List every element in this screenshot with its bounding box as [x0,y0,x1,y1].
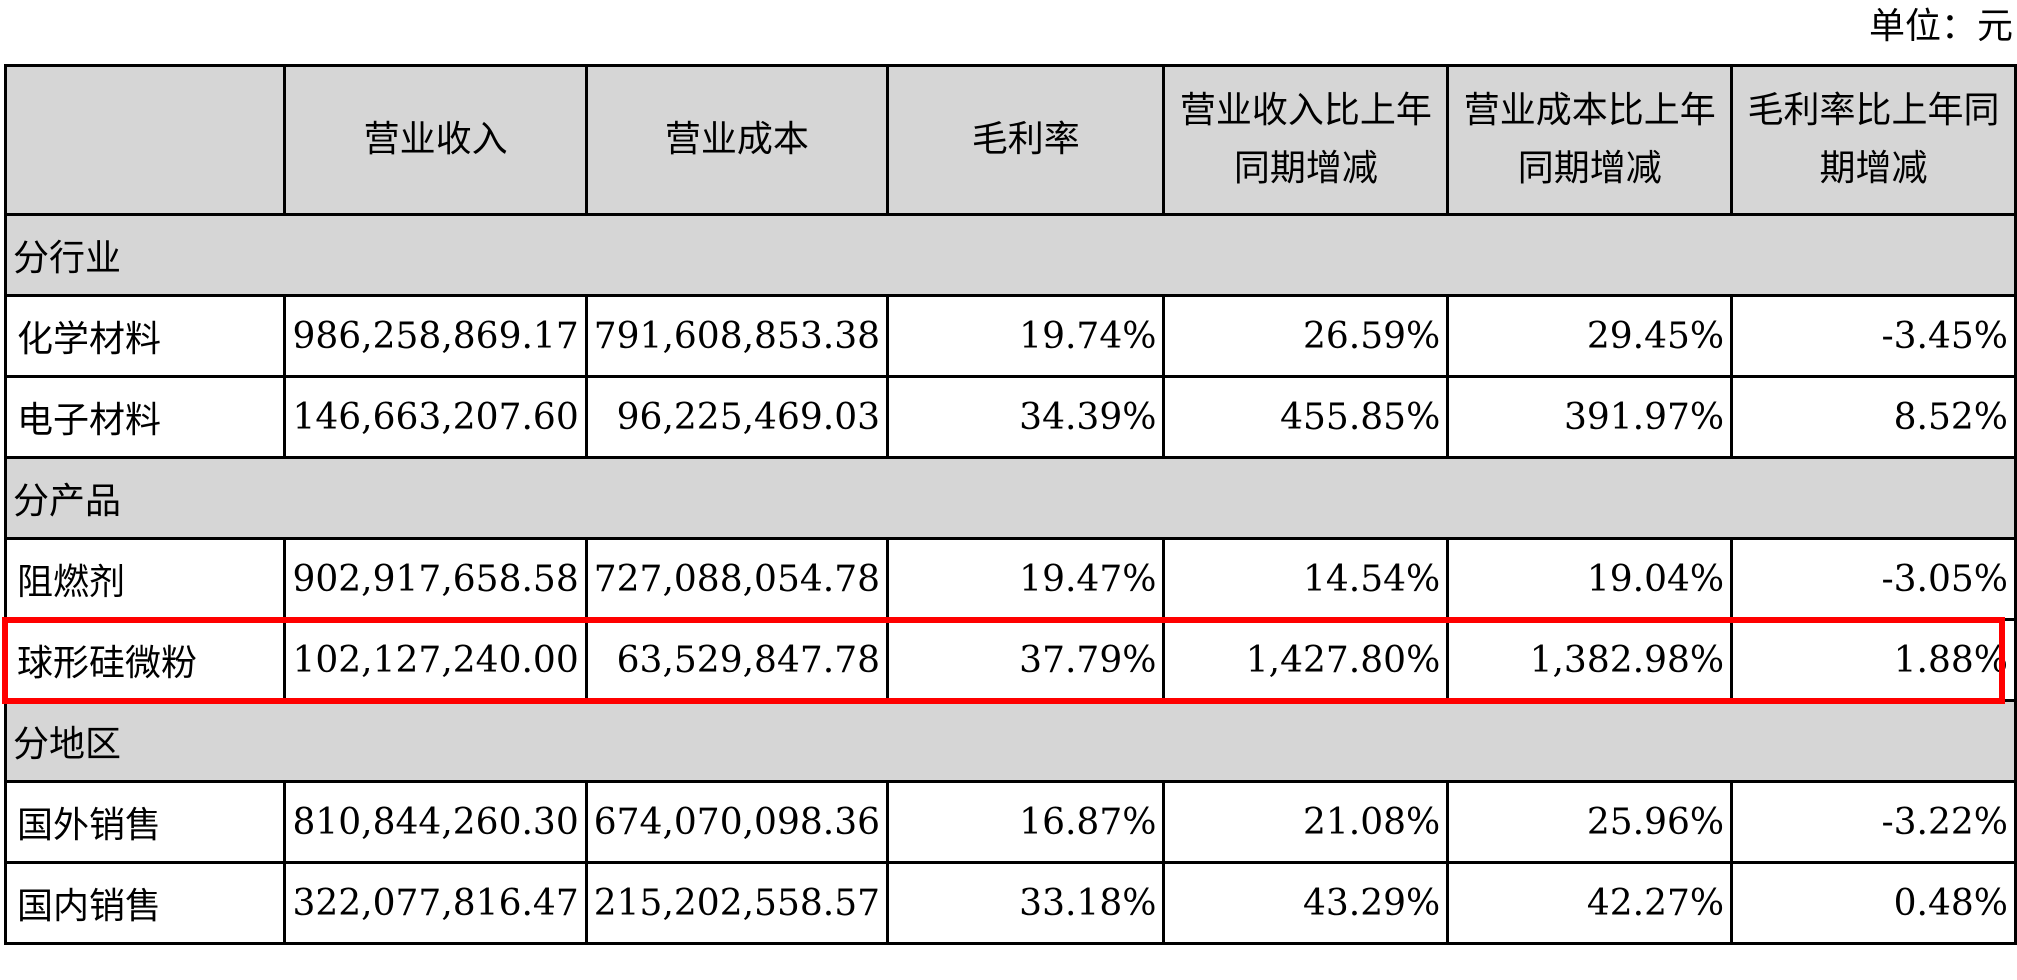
header-row: 营业收入 营业成本 毛利率 营业收入比上年 同期增减 营业成本比上年 同期增减 … [3,64,2017,216]
cell-margin-change: 0.48% [1730,861,2017,945]
cell-margin: 19.74% [886,294,1166,378]
row-label: 球形硅微粉 [3,618,287,702]
header-gross-margin: 毛利率 [886,64,1166,216]
cell-margin: 33.18% [886,861,1166,945]
header-margin-change-line2: 期增减 [1819,148,1928,189]
row-label: 国内销售 [3,861,287,945]
table-row: 国内销售 322,077,816.47 215,202,558.57 33.18… [3,861,2017,945]
cell-cost-change: 25.96% [1446,780,1734,864]
cell-revenue: 146,663,207.60 [283,375,588,459]
cell-margin-change: -3.05% [1730,537,2017,621]
cell-cost: 791,608,853.38 [584,294,890,378]
header-cost-change-line1: 营业成本比上年 [1463,90,1716,131]
cell-revenue: 986,258,869.17 [283,294,588,378]
header-revenue: 营业收入 [283,64,588,216]
table-row-highlighted: 球形硅微粉 102,127,240.00 63,529,847.78 37.79… [3,618,2017,702]
row-label: 电子材料 [3,375,287,459]
cell-margin: 19.47% [886,537,1166,621]
cell-cost: 215,202,558.57 [584,861,890,945]
cell-revenue-change: 21.08% [1162,780,1450,864]
header-blank [3,64,287,216]
header-revenue-change: 营业收入比上年 同期增减 [1162,64,1450,216]
cell-revenue: 322,077,816.47 [283,861,588,945]
cell-revenue: 810,844,260.30 [283,780,588,864]
section-title: 分行业 [4,213,2017,297]
cell-cost: 96,225,469.03 [584,375,890,459]
cell-revenue-change: 26.59% [1162,294,1450,378]
table-row: 国外销售 810,844,260.30 674,070,098.36 16.87… [3,780,2017,864]
cell-cost-change: 391.97% [1446,375,1734,459]
cell-cost-change: 29.45% [1446,294,1734,378]
section-title: 分地区 [4,699,2017,783]
row-label: 化学材料 [3,294,287,378]
cell-margin-change: 8.52% [1730,375,2017,459]
table-row: 阻燃剂 902,917,658.58 727,088,054.78 19.47%… [3,537,2017,621]
cell-cost-change: 19.04% [1446,537,1734,621]
cell-margin: 16.87% [886,780,1166,864]
cell-cost: 674,070,098.36 [584,780,890,864]
header-revenue-change-line2: 同期增减 [1233,148,1378,189]
header-revenue-change-line1: 营业收入比上年 [1179,90,1432,131]
cell-revenue: 902,917,658.58 [283,537,588,621]
unit-label: 单位：元 [1868,6,2013,47]
cell-revenue-change: 43.29% [1162,861,1450,945]
header-cost-change: 营业成本比上年 同期增减 [1446,64,1734,216]
table-row: 化学材料 986,258,869.17 791,608,853.38 19.74… [3,294,2017,378]
cell-revenue-change: 1,427.80% [1162,618,1450,702]
section-row: 分行业 [4,213,2017,297]
cell-revenue-change: 455.85% [1162,375,1450,459]
section-row: 分产品 [4,456,2017,540]
row-label: 国外销售 [3,780,287,864]
header-margin-change: 毛利率比上年同 期增减 [1730,64,2017,216]
section-title: 分产品 [4,456,2017,540]
cell-cost-change: 1,382.98% [1446,618,1734,702]
table-row: 电子材料 146,663,207.60 96,225,469.03 34.39%… [3,375,2017,459]
header-cost: 营业成本 [584,64,890,216]
cell-margin-change: -3.22% [1730,780,2017,864]
cell-cost: 727,088,054.78 [584,537,890,621]
row-label: 阻燃剂 [3,537,287,621]
section-row: 分地区 [4,699,2017,783]
cell-cost: 63,529,847.78 [584,618,890,702]
cell-margin: 34.39% [886,375,1166,459]
cell-cost-change: 42.27% [1446,861,1734,945]
header-cost-change-line2: 同期增减 [1517,148,1662,189]
cell-revenue: 102,127,240.00 [283,618,588,702]
header-margin-change-line1: 毛利率比上年同 [1747,90,2000,131]
cell-revenue-change: 14.54% [1162,537,1450,621]
financial-table: 营业收入 营业成本 毛利率 营业收入比上年 同期增减 营业成本比上年 同期增减 … [3,64,2017,945]
cell-margin: 37.79% [886,618,1166,702]
cell-margin-change: -3.45% [1730,294,2017,378]
cell-margin-change: 1.88% [1730,618,2017,702]
